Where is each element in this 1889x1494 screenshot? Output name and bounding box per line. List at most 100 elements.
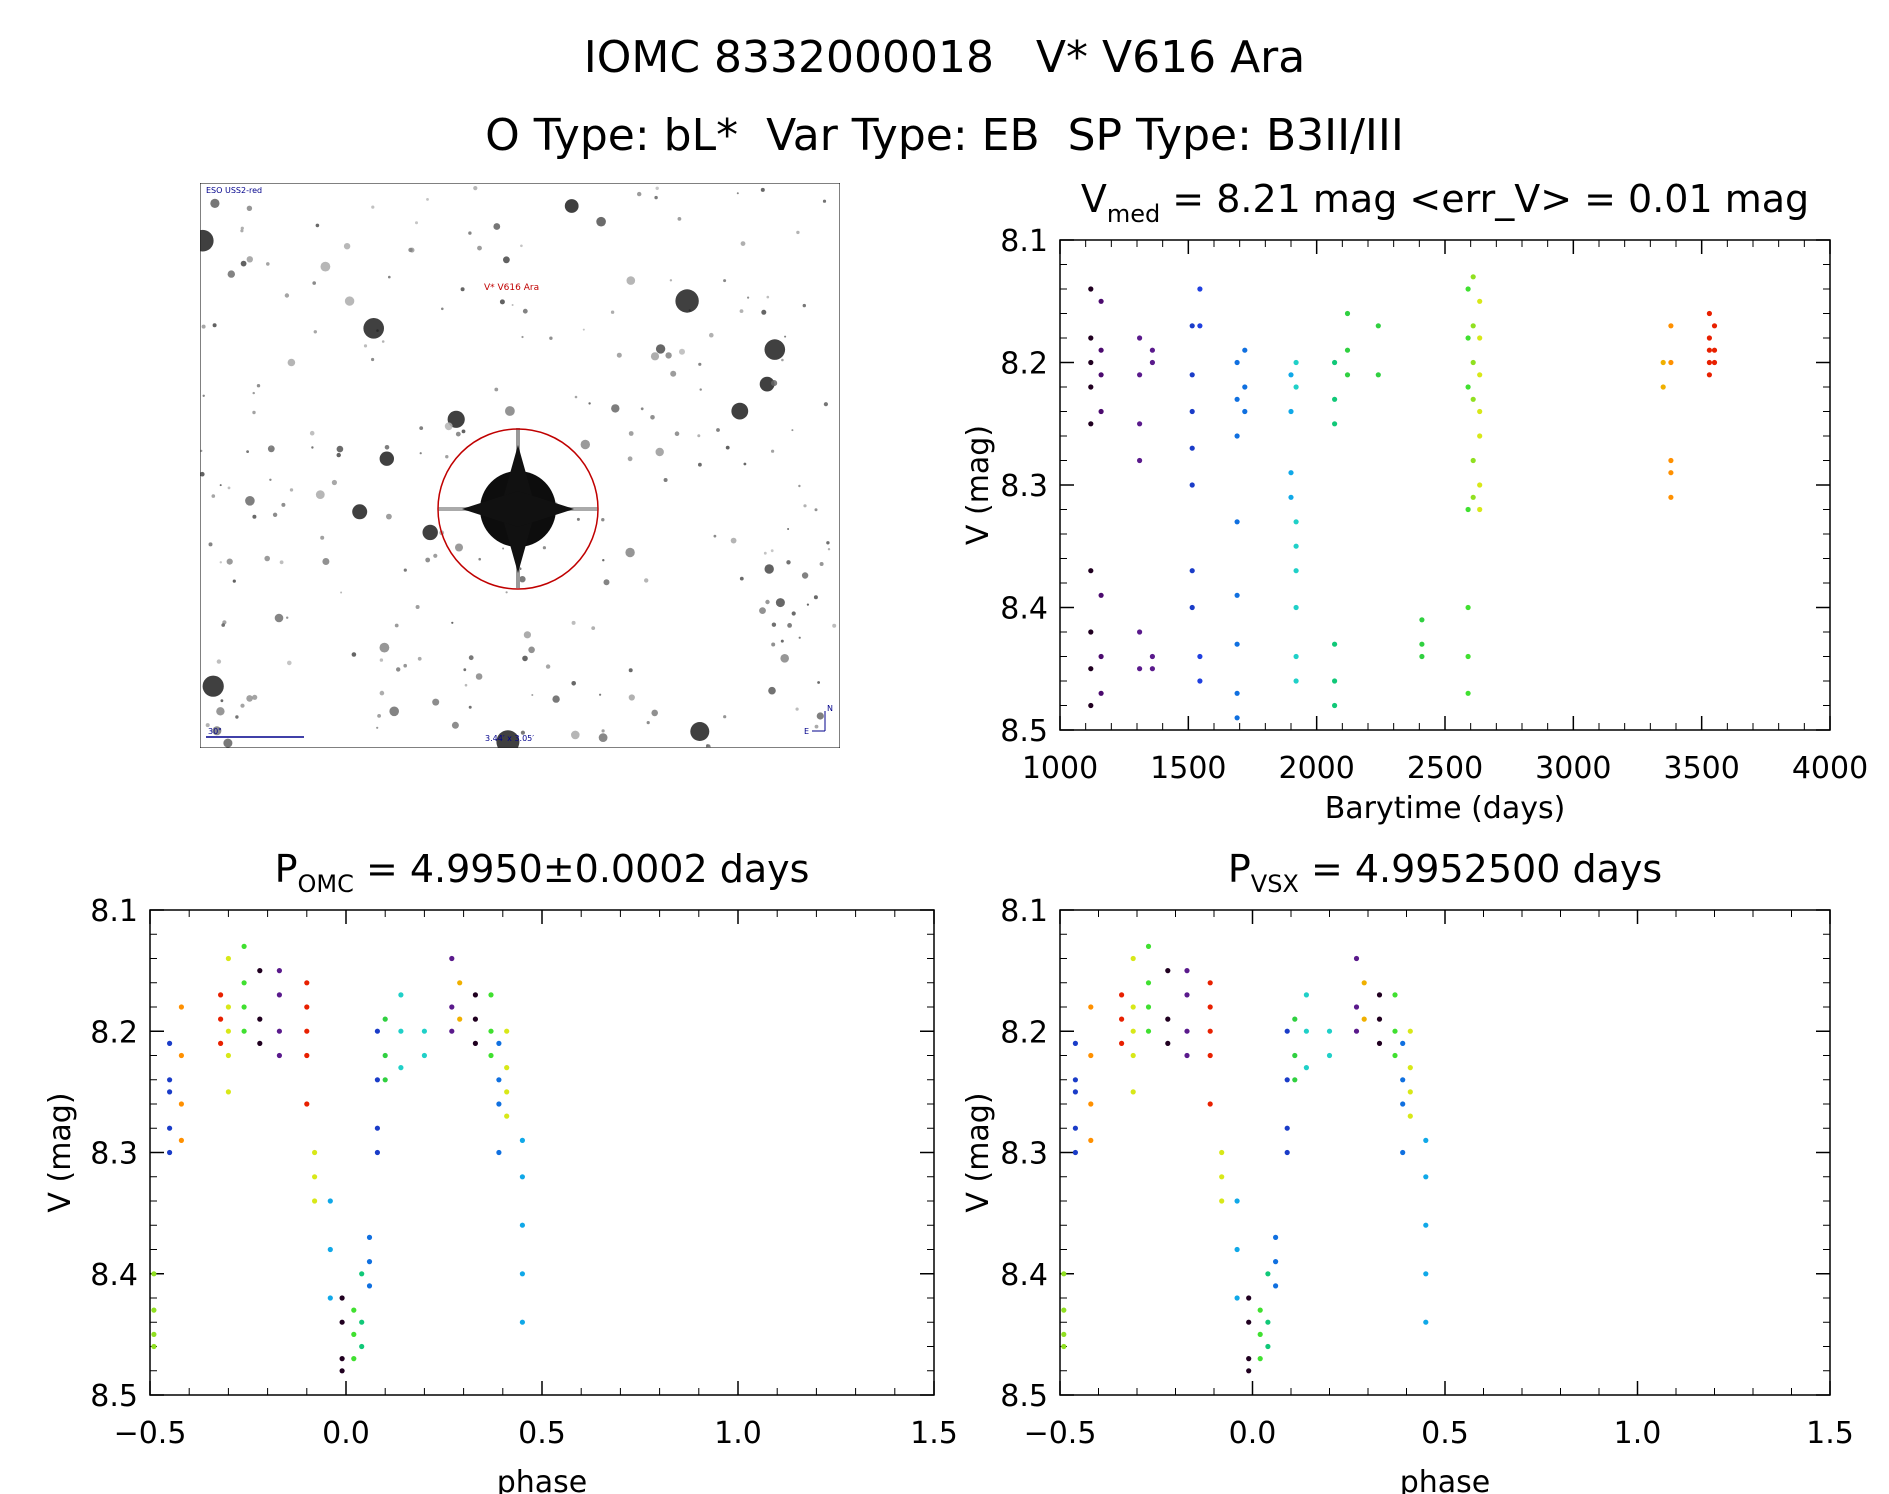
sky-star: [791, 429, 794, 432]
sky-star: [650, 415, 655, 420]
sky-star: [571, 620, 576, 625]
sky-star: [322, 558, 330, 565]
data-point: [1284, 1077, 1290, 1083]
sky-star: [716, 428, 720, 432]
data-point: [1344, 310, 1351, 317]
data-point: [1088, 702, 1094, 709]
data-point: [151, 1343, 157, 1350]
sky-star: [580, 439, 590, 450]
y-tick-label: 8.4: [1000, 1258, 1048, 1293]
data-point: [1465, 506, 1471, 513]
data-point: [257, 968, 263, 974]
sky-star: [706, 744, 711, 748]
data-point: [1219, 1174, 1225, 1180]
sky-star: [764, 564, 774, 574]
sky-star: [419, 452, 422, 455]
data-point: [1326, 1028, 1333, 1034]
survey-label: ESO USS2-red: [206, 186, 262, 195]
data-point: [1257, 1307, 1263, 1313]
data-point: [1219, 1149, 1225, 1156]
sky-star: [610, 310, 615, 314]
data-point: [1265, 1319, 1271, 1325]
data-point: [488, 1052, 494, 1059]
data-point: [1353, 1004, 1360, 1010]
data-point: [1088, 1101, 1094, 1107]
sky-star: [455, 543, 463, 552]
sky-star: [240, 226, 244, 230]
sky-star: [699, 388, 702, 391]
data-point: [1361, 1016, 1367, 1022]
data-point: [1098, 372, 1104, 378]
sky-star: [396, 667, 401, 672]
data-point: [519, 1174, 526, 1180]
data-point: [1407, 1089, 1413, 1095]
chart-title-symbol: V: [1081, 177, 1107, 221]
sky-star: [478, 557, 482, 561]
data-point: [519, 1222, 526, 1228]
data-point: [304, 1028, 310, 1034]
data-point: [339, 1319, 345, 1325]
data-point: [1465, 604, 1471, 611]
sky-star: [279, 560, 284, 565]
sky-star: [422, 524, 438, 541]
sky-star: [644, 578, 649, 583]
sky-star: [766, 295, 770, 299]
sky-star: [519, 576, 526, 583]
data-point: [1072, 1040, 1078, 1046]
sky-star: [784, 335, 787, 338]
data-point: [421, 1052, 427, 1059]
data-point: [1137, 666, 1143, 672]
sky-star: [675, 289, 699, 313]
sky-star: [377, 714, 381, 718]
data-point: [1130, 1004, 1136, 1010]
data-point: [304, 1052, 310, 1059]
data-point: [1273, 1283, 1279, 1289]
data-point: [421, 1028, 427, 1034]
data-point: [1234, 715, 1240, 721]
sky-star: [505, 591, 508, 594]
data-point: [1265, 1343, 1271, 1350]
sky-star: [246, 450, 249, 453]
sky-star: [232, 579, 236, 583]
data-point: [1288, 372, 1294, 378]
data-point: [519, 1319, 526, 1325]
sky-star: [376, 726, 379, 729]
chart-title-subscript: OMC: [298, 870, 354, 898]
sky-star: [226, 558, 233, 565]
data-point: [1711, 359, 1718, 366]
chart-title: PVSX = 4.9952500 days: [1228, 847, 1662, 898]
data-point: [1234, 641, 1240, 647]
page-subtitle: O Type: bL* Var Type: EB SP Type: B3II/I…: [485, 110, 1404, 161]
sky-star: [795, 707, 799, 711]
sky-star: [389, 706, 399, 717]
sky-star: [669, 279, 673, 282]
data-point: [1400, 1101, 1406, 1107]
data-point: [1149, 347, 1155, 353]
sky-star: [531, 694, 534, 696]
data-point: [1284, 1028, 1290, 1034]
data-point: [1197, 678, 1203, 684]
chart-title-symbol: P: [275, 847, 298, 891]
sky-star: [219, 561, 222, 564]
data-point: [1706, 310, 1712, 317]
data-point: [1344, 347, 1351, 353]
data-point: [1137, 629, 1143, 635]
sky-star: [379, 451, 394, 466]
data-point: [1293, 604, 1299, 611]
data-point: [1098, 592, 1104, 598]
data-point: [1284, 1149, 1290, 1156]
sky-star: [371, 357, 375, 362]
data-point: [1197, 323, 1203, 329]
data-point: [1246, 1356, 1252, 1362]
data-point: [1072, 1089, 1078, 1095]
data-point: [457, 980, 463, 986]
sky-star: [802, 303, 806, 308]
sky-star: [363, 344, 368, 348]
data-point: [218, 1040, 224, 1046]
sky-star: [599, 693, 602, 696]
sky-star: [628, 431, 634, 436]
y-tick-label: 8.2: [90, 1015, 138, 1050]
sky-star: [601, 729, 605, 733]
data-point: [1061, 1331, 1067, 1337]
